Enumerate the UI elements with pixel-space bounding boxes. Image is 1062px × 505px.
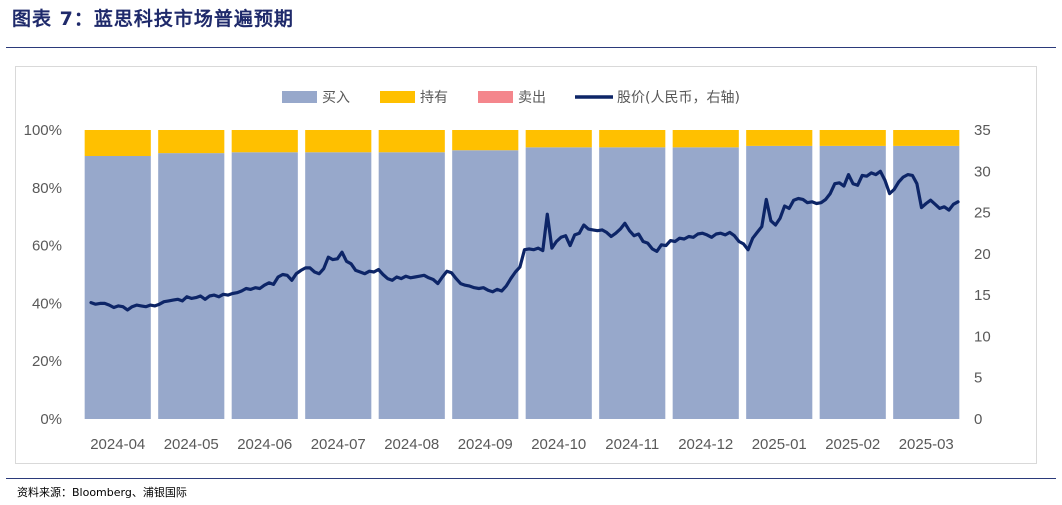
bar-持有-2025-01 [746, 130, 813, 146]
bar-持有-2024-10 [525, 130, 592, 148]
legend-label: 买入 [322, 90, 350, 106]
x-axis-labels: 2024-04 2024-05 2024-06 2024-07 2024-08 2024-… [90, 436, 954, 453]
x-tick-label: 2025-02 [825, 436, 880, 453]
right-tick-label: 25 [974, 205, 991, 222]
bar-持有-2024-04 [84, 130, 151, 157]
x-tick-label: 2024-08 [384, 436, 439, 453]
bar-买入-2024-11 [599, 147, 666, 419]
bar-持有-2024-11 [599, 130, 666, 148]
bar-买入-2024-12 [672, 147, 739, 419]
x-tick-label: 2024-09 [458, 436, 513, 453]
chart-legend: 买入 持有 卖出 股价(人民币，右轴) [282, 90, 740, 106]
x-tick-label: 2024-10 [531, 436, 586, 453]
price-line [89, 169, 960, 312]
bar-持有-2025-03 [893, 130, 960, 146]
left-tick-label: 40% [32, 295, 62, 312]
legend-swatch-持有 [380, 91, 415, 103]
figure-title: 图表 7：蓝思科技市场普遍预期 [12, 8, 294, 30]
legend-label: 持有 [420, 90, 448, 106]
x-tick-label: 2024-11 [605, 436, 659, 453]
header-divider [6, 47, 1056, 48]
right-tick-label: 20 [974, 246, 991, 263]
x-tick-label: 2024-06 [237, 436, 292, 453]
right-tick-label: 15 [974, 287, 991, 304]
bar-持有-2025-02 [819, 130, 886, 146]
legend-swatch-卖出 [478, 91, 513, 103]
bar-买入-2025-03 [893, 145, 960, 419]
x-tick-label: 2024-04 [90, 436, 145, 453]
source-note: 资料来源：Bloomberg、浦银国际 [17, 486, 187, 499]
x-tick-label: 2025-01 [752, 436, 807, 453]
left-tick-label: 80% [32, 180, 62, 197]
legend-label: 卖出 [518, 90, 546, 106]
bar-买入-2024-05 [158, 153, 225, 419]
x-tick-label: 2024-12 [678, 436, 733, 453]
left-tick-label: 0% [40, 411, 62, 428]
bar-买入-2024-07 [305, 152, 372, 419]
bar-持有-2024-07 [305, 130, 372, 153]
bar-持有-2024-05 [158, 130, 225, 154]
left-axis: 0% 20% 40% 60% 80% 100% [24, 122, 62, 428]
right-axis: 0 5 10 15 20 25 30 35 [974, 122, 991, 428]
bar-持有-2024-08 [378, 130, 445, 153]
right-tick-label: 35 [974, 122, 991, 139]
bar-买入-2025-01 [746, 145, 813, 419]
bar-持有-2024-06 [231, 130, 298, 153]
bar-持有-2024-09 [452, 130, 519, 151]
x-tick-label: 2025-03 [899, 436, 954, 453]
left-tick-label: 100% [24, 122, 62, 139]
right-tick-label: 30 [974, 163, 991, 180]
x-tick-label: 2024-05 [164, 436, 219, 453]
bar-买入-2025-02 [819, 145, 886, 419]
price-line-layer [89, 169, 960, 312]
bar-持有-2024-12 [672, 130, 739, 148]
bar-买入-2024-08 [378, 152, 445, 419]
left-tick-label: 60% [32, 238, 62, 255]
right-tick-label: 0 [974, 411, 982, 428]
stacked-bars [84, 130, 960, 420]
x-tick-label: 2024-07 [311, 436, 366, 453]
footer-divider [6, 478, 1056, 479]
chart-frame [15, 66, 1037, 464]
bar-买入-2024-04 [84, 156, 151, 419]
bar-买入-2024-10 [525, 147, 592, 419]
legend-swatch-买入 [282, 91, 317, 103]
right-tick-label: 10 [974, 328, 991, 345]
right-tick-label: 5 [974, 370, 982, 387]
left-tick-label: 20% [32, 353, 62, 370]
legend-label: 股价(人民币，右轴) [617, 90, 740, 106]
